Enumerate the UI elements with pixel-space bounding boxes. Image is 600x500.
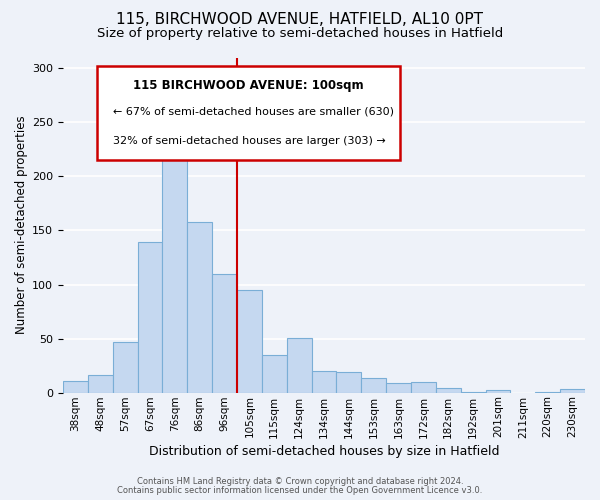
Text: Size of property relative to semi-detached houses in Hatfield: Size of property relative to semi-detach… <box>97 28 503 40</box>
Bar <box>187 222 212 392</box>
Bar <box>311 371 337 392</box>
Bar <box>485 390 511 392</box>
Bar <box>137 242 163 392</box>
Text: 115, BIRCHWOOD AVENUE, HATFIELD, AL10 0PT: 115, BIRCHWOOD AVENUE, HATFIELD, AL10 0P… <box>116 12 484 28</box>
Bar <box>237 290 262 392</box>
FancyBboxPatch shape <box>97 66 400 160</box>
Bar <box>411 382 436 392</box>
Bar <box>436 388 461 392</box>
Bar <box>386 383 411 392</box>
Bar <box>287 338 311 392</box>
Text: 32% of semi-detached houses are larger (303) →: 32% of semi-detached houses are larger (… <box>113 136 385 146</box>
Text: Contains HM Land Registry data © Crown copyright and database right 2024.: Contains HM Land Registry data © Crown c… <box>137 477 463 486</box>
Bar <box>361 378 386 392</box>
Y-axis label: Number of semi-detached properties: Number of semi-detached properties <box>15 116 28 334</box>
Text: Contains public sector information licensed under the Open Government Licence v3: Contains public sector information licen… <box>118 486 482 495</box>
Bar <box>63 381 88 392</box>
X-axis label: Distribution of semi-detached houses by size in Hatfield: Distribution of semi-detached houses by … <box>149 444 499 458</box>
Bar <box>113 342 137 392</box>
Bar <box>163 154 187 392</box>
Bar <box>337 372 361 392</box>
Bar <box>212 274 237 392</box>
Text: 115 BIRCHWOOD AVENUE: 100sqm: 115 BIRCHWOOD AVENUE: 100sqm <box>133 80 364 92</box>
Bar <box>560 390 585 392</box>
Bar <box>262 355 287 393</box>
Text: ← 67% of semi-detached houses are smaller (630): ← 67% of semi-detached houses are smalle… <box>113 106 394 116</box>
Bar <box>88 376 113 392</box>
